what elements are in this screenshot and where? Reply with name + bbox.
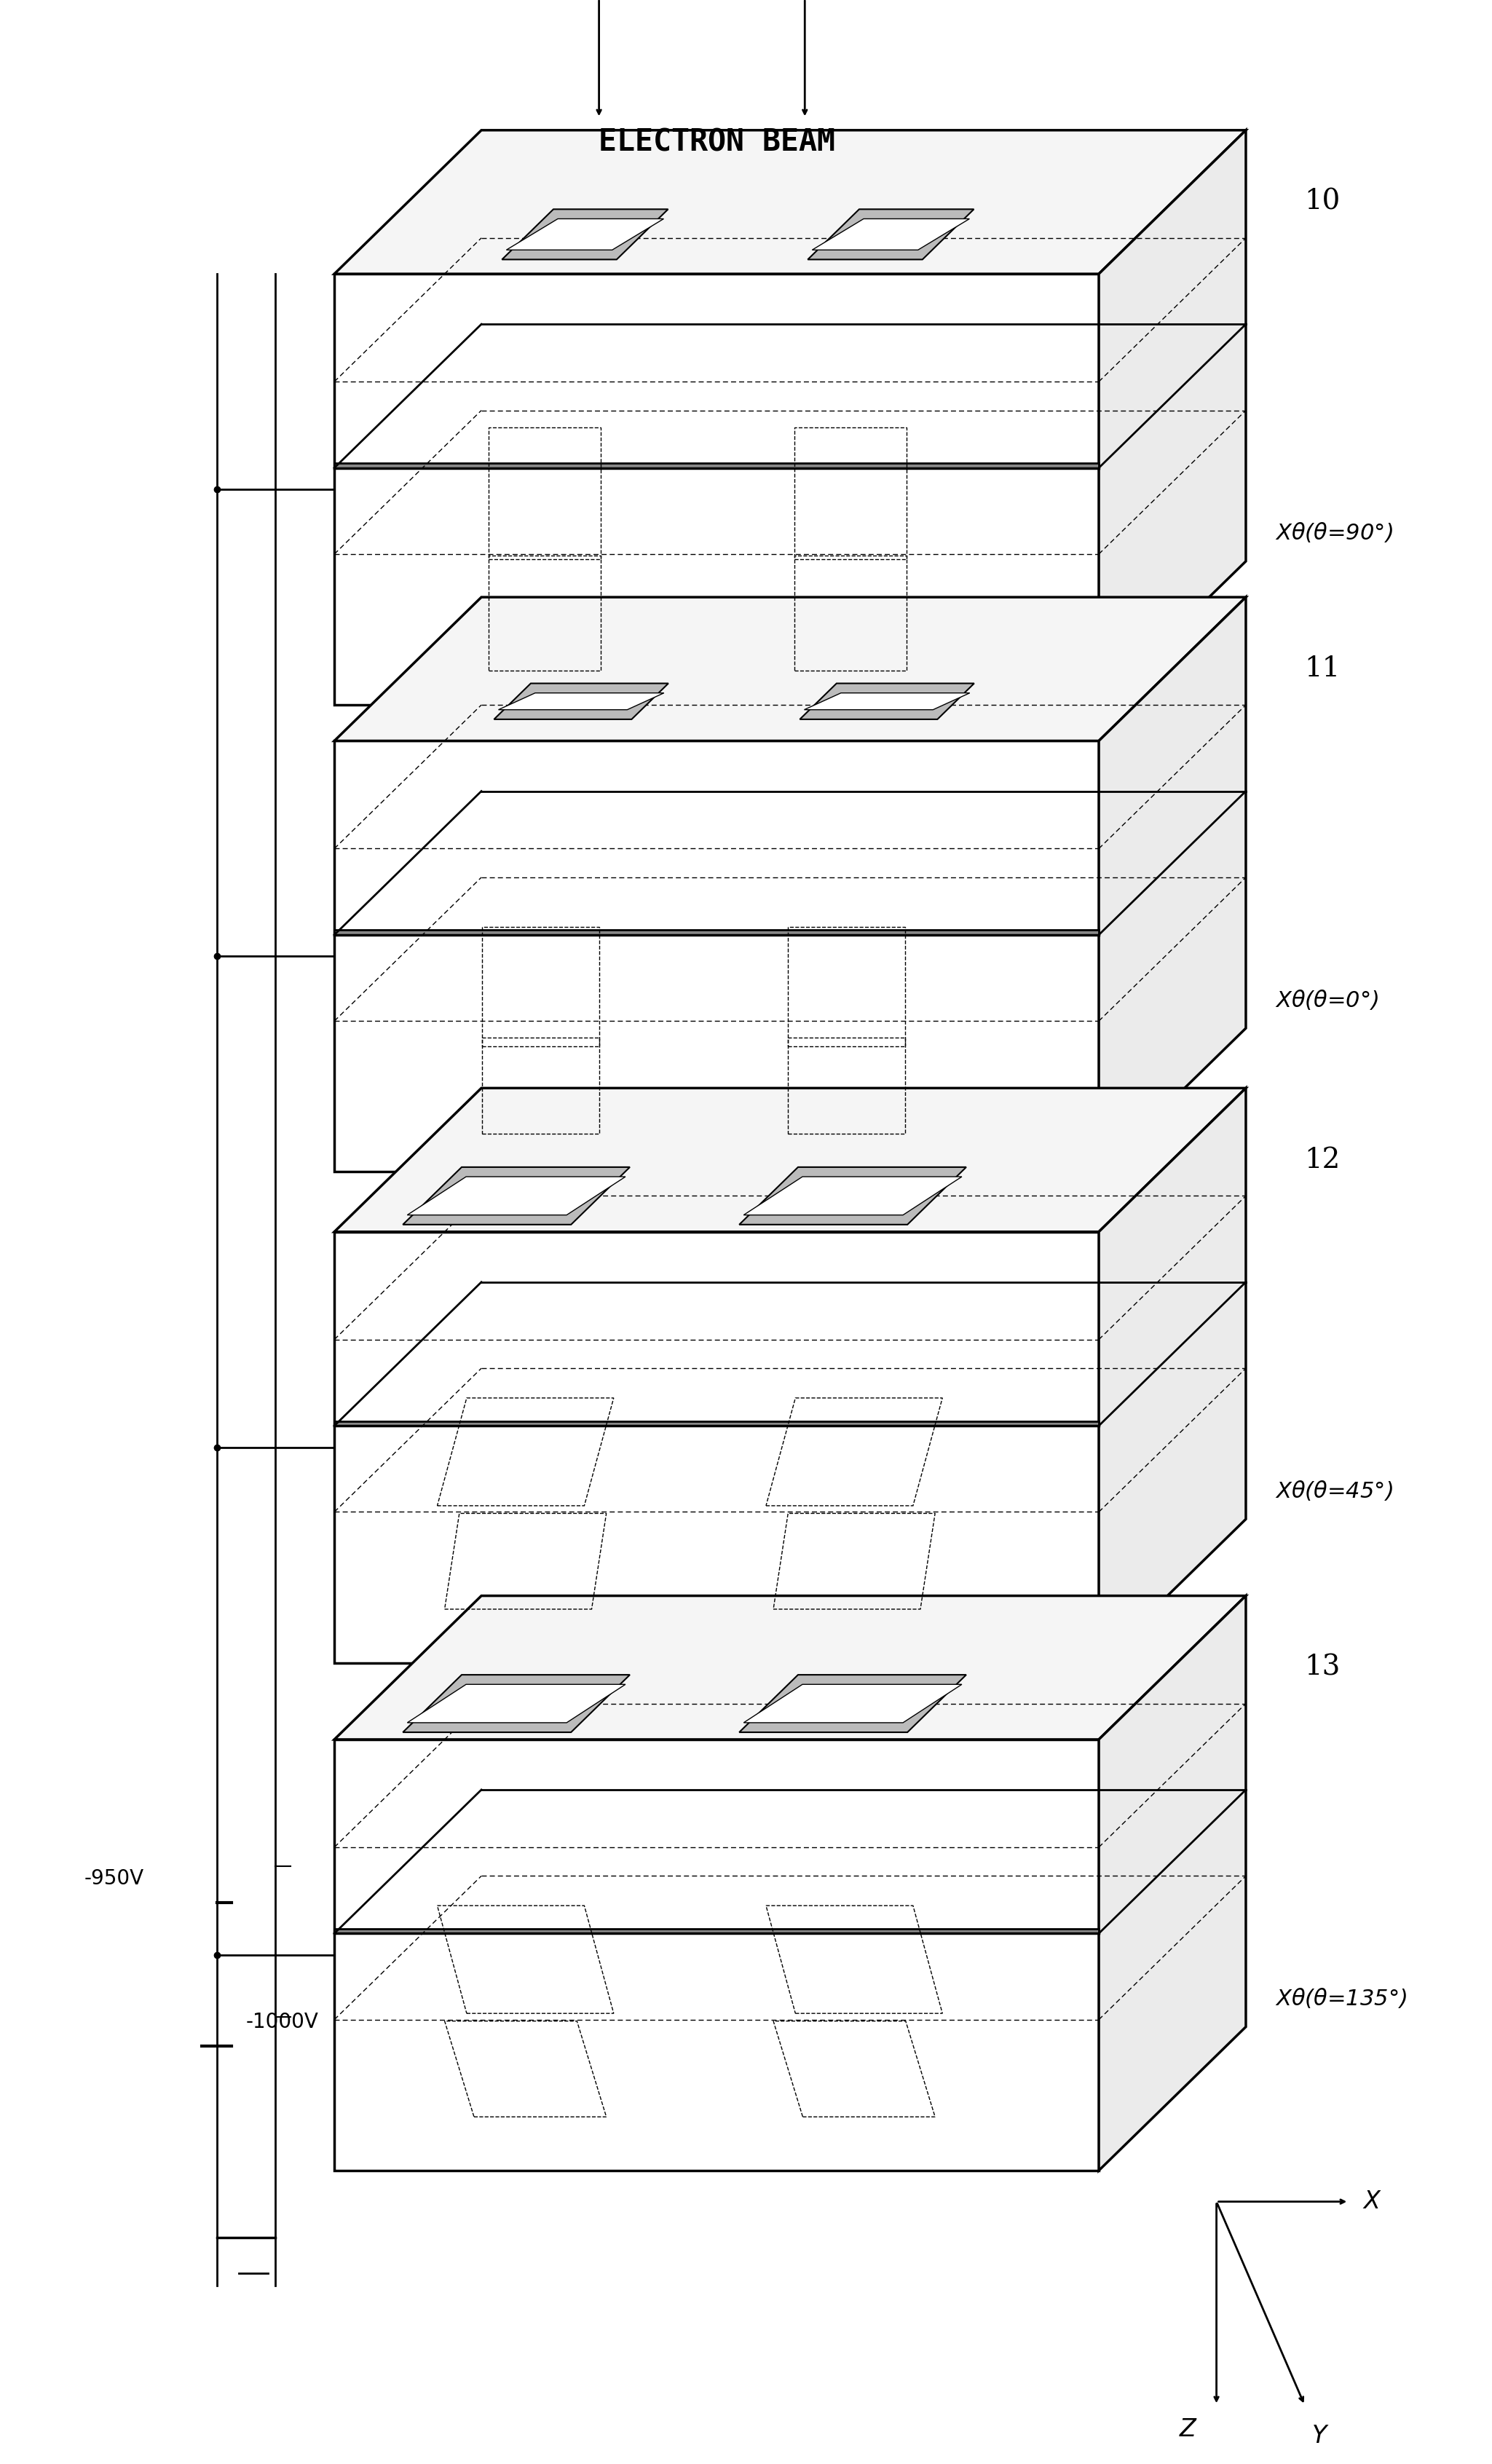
Text: X$\theta$($\theta$=45°): X$\theta$($\theta$=45°) bbox=[1276, 1478, 1394, 1503]
Text: 10: 10 bbox=[1304, 190, 1341, 214]
Polygon shape bbox=[1098, 131, 1246, 705]
Polygon shape bbox=[334, 1089, 1246, 1232]
Polygon shape bbox=[807, 209, 974, 259]
Text: -950V: -950V bbox=[85, 1868, 145, 1887]
Polygon shape bbox=[1098, 596, 1246, 1173]
Polygon shape bbox=[334, 1597, 1246, 1740]
Polygon shape bbox=[501, 209, 668, 259]
Polygon shape bbox=[403, 1676, 630, 1732]
Polygon shape bbox=[334, 596, 1246, 742]
Polygon shape bbox=[1098, 1597, 1246, 2171]
Polygon shape bbox=[334, 1740, 1098, 2171]
Polygon shape bbox=[1098, 1089, 1246, 1663]
Polygon shape bbox=[407, 1685, 625, 1722]
Polygon shape bbox=[334, 463, 1098, 468]
Polygon shape bbox=[506, 219, 664, 249]
Text: X$\theta$($\theta$=90°): X$\theta$($\theta$=90°) bbox=[1276, 520, 1394, 545]
Text: X: X bbox=[1364, 2190, 1380, 2213]
Polygon shape bbox=[739, 1676, 967, 1732]
Polygon shape bbox=[334, 1232, 1098, 1663]
Polygon shape bbox=[494, 683, 668, 719]
Polygon shape bbox=[334, 742, 1098, 1173]
Polygon shape bbox=[334, 274, 1098, 705]
Text: X$\theta$($\theta$=135°): X$\theta$($\theta$=135°) bbox=[1276, 1986, 1407, 2011]
Polygon shape bbox=[739, 1168, 967, 1225]
Text: X$\theta$($\theta$=0°): X$\theta$($\theta$=0°) bbox=[1276, 988, 1379, 1010]
Polygon shape bbox=[498, 692, 664, 710]
Polygon shape bbox=[334, 131, 1246, 274]
Polygon shape bbox=[743, 1178, 962, 1215]
Text: ELECTRON BEAM: ELECTRON BEAM bbox=[598, 126, 836, 158]
Polygon shape bbox=[800, 683, 974, 719]
Polygon shape bbox=[743, 1685, 962, 1722]
Text: 13: 13 bbox=[1304, 1653, 1341, 1680]
Polygon shape bbox=[804, 692, 970, 710]
Text: Y: Y bbox=[1311, 2425, 1326, 2449]
Polygon shape bbox=[334, 1929, 1098, 1934]
Polygon shape bbox=[334, 929, 1098, 934]
Text: 11: 11 bbox=[1304, 655, 1340, 683]
Polygon shape bbox=[812, 219, 970, 249]
Polygon shape bbox=[334, 1422, 1098, 1427]
Text: 12: 12 bbox=[1304, 1146, 1341, 1173]
Polygon shape bbox=[403, 1168, 630, 1225]
Polygon shape bbox=[407, 1178, 625, 1215]
Text: Z: Z bbox=[1180, 2417, 1197, 2442]
Text: -1000V: -1000V bbox=[246, 2011, 319, 2033]
